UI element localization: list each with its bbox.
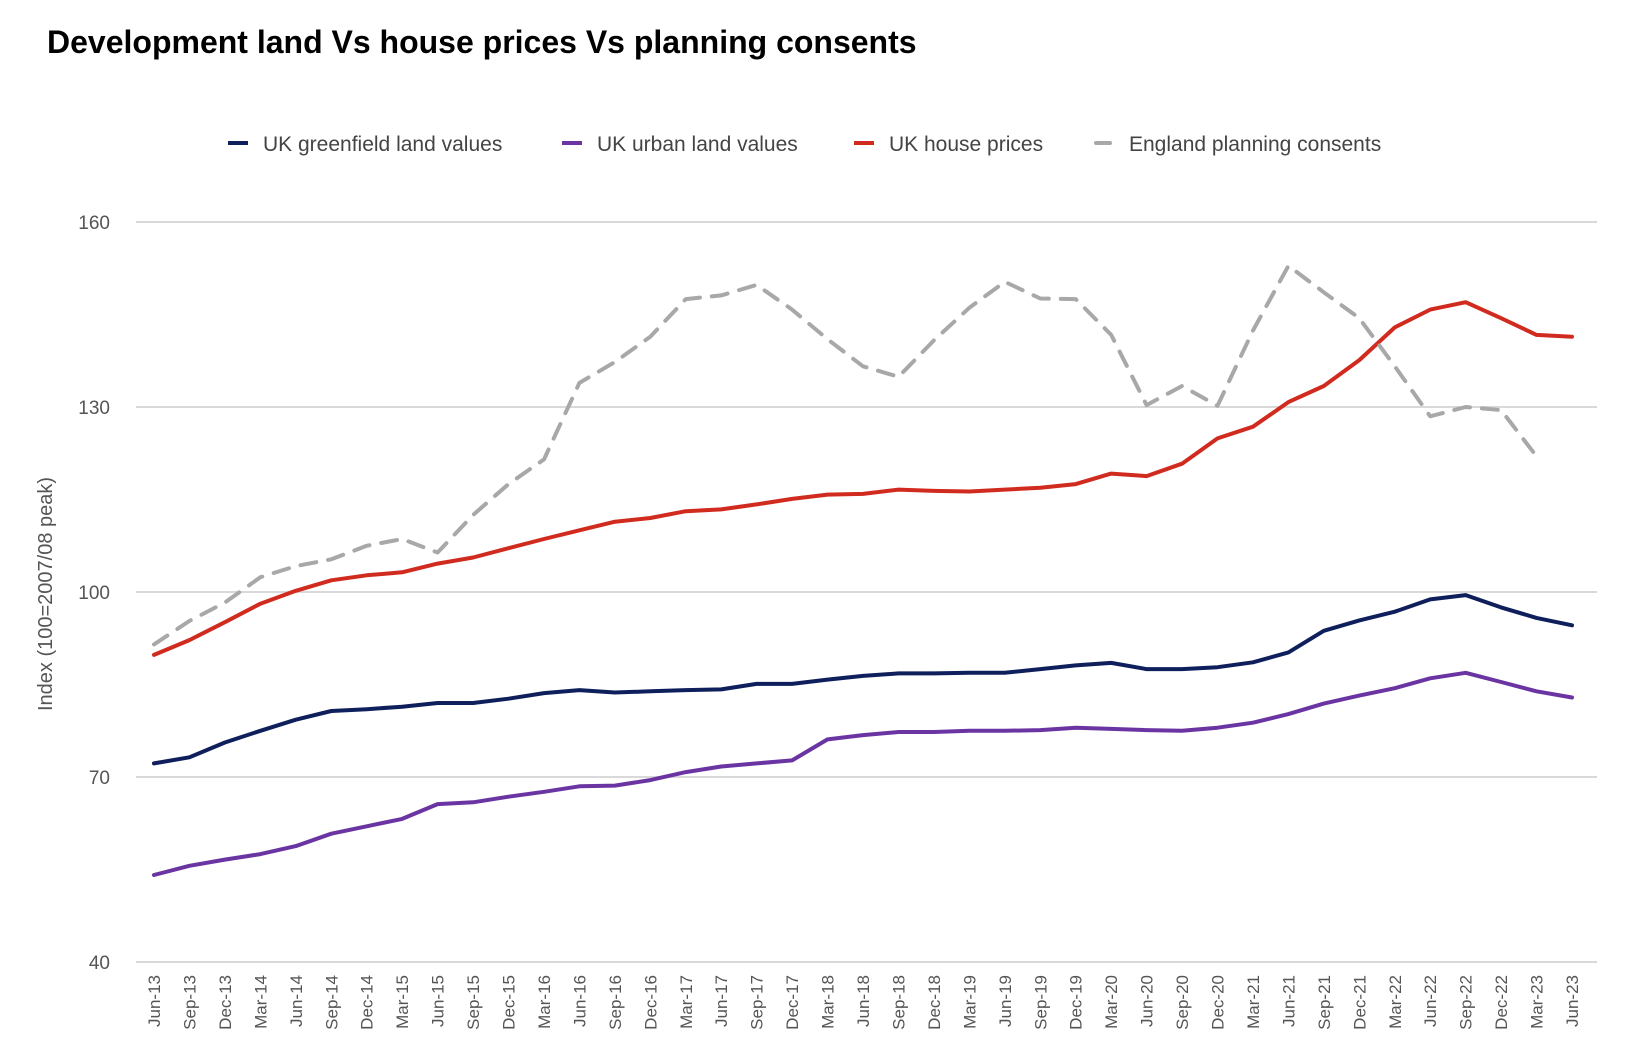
x-tick-label: Dec-22	[1492, 975, 1511, 1030]
x-tick-label: Mar-17	[677, 975, 696, 1029]
series-uk-house-prices	[152, 300, 1574, 657]
x-tick-label: Jun-17	[712, 975, 731, 1027]
x-tick-label: Jun-18	[854, 975, 873, 1027]
x-tick-label: Dec-17	[783, 975, 802, 1030]
x-tick-label: Dec-14	[358, 975, 377, 1030]
x-tick-label: Jun-13	[145, 975, 164, 1027]
legend-item: UK urban land values	[562, 133, 798, 156]
legend-label: UK urban land values	[597, 133, 798, 156]
y-axis-ticks: 40 70 100 130 160	[78, 213, 110, 974]
series-line	[152, 593, 1574, 766]
legend-item: UK greenfield land values	[228, 133, 502, 156]
y-tick-label: 100	[78, 583, 110, 604]
x-tick-label: Mar-18	[819, 975, 838, 1029]
x-tick-label: Dec-15	[500, 975, 519, 1030]
legend-label: UK greenfield land values	[263, 133, 502, 156]
x-tick-label: Jun-16	[570, 975, 589, 1027]
x-tick-label: Sep-20	[1173, 975, 1192, 1030]
x-tick-label: Sep-13	[180, 975, 199, 1030]
x-tick-label: Mar-21	[1244, 975, 1263, 1029]
x-tick-label: Sep-16	[606, 975, 625, 1030]
x-tick-label: Mar-14	[251, 975, 270, 1029]
x-tick-label: Jun-22	[1421, 975, 1440, 1027]
series-line	[152, 263, 1539, 647]
x-tick-label: Mar-23	[1528, 975, 1547, 1029]
legend-label: UK house prices	[889, 133, 1043, 156]
x-tick-label: Sep-21	[1315, 975, 1334, 1030]
x-tick-label: Dec-19	[1067, 975, 1086, 1030]
x-tick-label: Mar-16	[535, 975, 554, 1029]
legend: UK greenfield land values UK urban land v…	[228, 133, 1381, 156]
x-tick-label: Mar-19	[960, 975, 979, 1029]
y-tick-label: 130	[78, 398, 110, 419]
x-tick-label: Jun-20	[1138, 975, 1157, 1027]
x-tick-label: Dec-13	[216, 975, 235, 1030]
x-tick-label: Sep-15	[464, 975, 483, 1030]
x-axis-ticks: Jun-13 Sep-13 Dec-13 Mar-14 Jun-14 Sep-14 Dec-…	[145, 975, 1582, 1030]
x-tick-label: Mar-20	[1102, 975, 1121, 1029]
x-tick-label: Sep-18	[889, 975, 908, 1030]
x-tick-label: Dec-21	[1350, 975, 1369, 1030]
x-tick-label: Dec-16	[641, 975, 660, 1030]
series-lines	[152, 263, 1574, 877]
x-tick-label: Mar-22	[1386, 975, 1405, 1029]
x-tick-label: Dec-18	[925, 975, 944, 1030]
y-axis-label: Index (100=2007/08 peak)	[35, 477, 57, 711]
chart-title: Development land Vs house prices Vs plan…	[47, 24, 917, 60]
x-tick-label: Jun-21	[1279, 975, 1298, 1027]
x-tick-label: Jun-23	[1563, 975, 1582, 1027]
series-line	[152, 670, 1574, 877]
x-tick-label: Sep-22	[1457, 975, 1476, 1030]
legend-item: England planning consents	[1094, 133, 1381, 156]
series-england-planning-consents	[152, 263, 1539, 647]
x-tick-label: Dec-20	[1209, 975, 1228, 1030]
y-tick-label: 70	[89, 768, 110, 789]
x-tick-label: Mar-15	[393, 975, 412, 1029]
series-uk-urban-land-values	[152, 670, 1574, 877]
legend-item: UK house prices	[854, 133, 1043, 156]
legend-label: England planning consents	[1129, 133, 1381, 156]
x-tick-label: Sep-17	[748, 975, 767, 1030]
x-tick-label: Jun-14	[287, 975, 306, 1027]
gridlines	[136, 221, 1597, 963]
x-tick-label: Sep-14	[322, 975, 341, 1030]
x-tick-label: Jun-19	[996, 975, 1015, 1027]
y-tick-label: 40	[89, 953, 110, 974]
series-uk-greenfield-land-values	[152, 593, 1574, 766]
x-tick-label: Jun-15	[429, 975, 448, 1027]
series-line	[152, 300, 1574, 657]
y-tick-label: 160	[78, 213, 110, 234]
x-tick-label: Sep-19	[1031, 975, 1050, 1030]
